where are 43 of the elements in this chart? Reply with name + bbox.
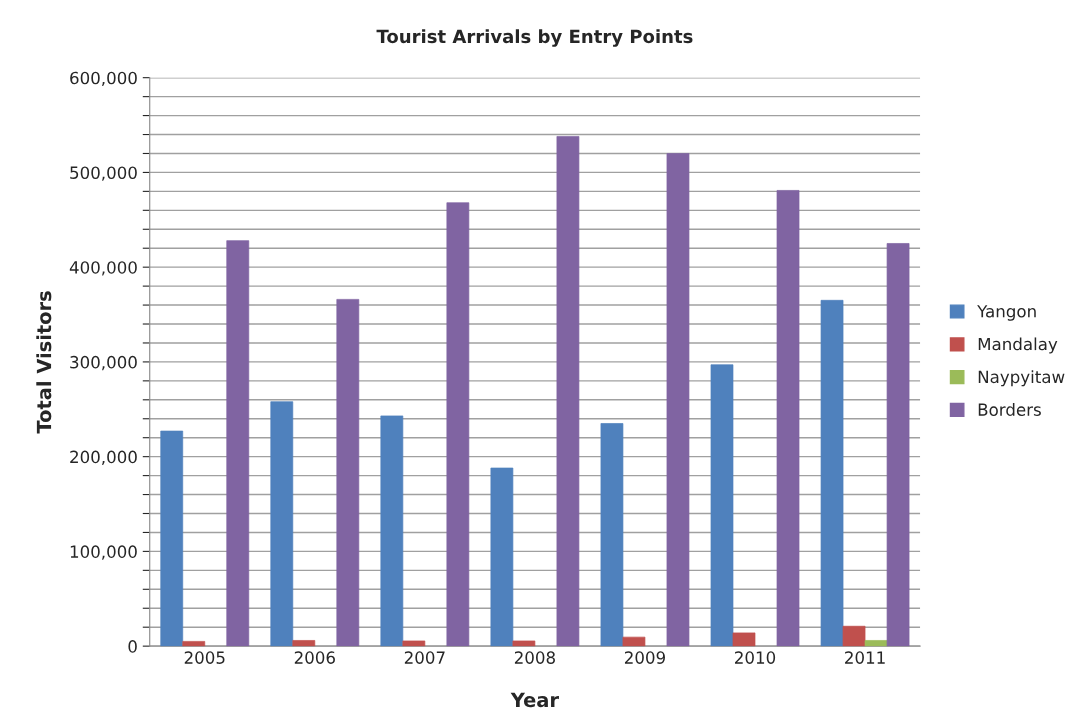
legend-label: Mandalay [978, 337, 1058, 354]
chart-title: Tourist Arrivals by Entry Points [376, 29, 693, 47]
bar [622, 636, 646, 647]
bar [820, 299, 844, 647]
bar [380, 415, 404, 647]
x-axis-title: Year [510, 692, 559, 708]
bar [402, 640, 426, 647]
bar [732, 632, 756, 647]
x-tick-label: 2011 [845, 651, 885, 664]
y-tick-label: 500,000 [70, 166, 137, 181]
bar [710, 364, 734, 647]
x-tick-label: 2008 [514, 651, 555, 664]
legend-label: Yangon [977, 305, 1036, 321]
bar [512, 640, 536, 647]
y-axis-title: Total Visitors [36, 291, 52, 434]
y-tick-label: 0 [128, 640, 137, 653]
bar [886, 243, 910, 647]
bar [336, 299, 360, 647]
y-tick-label: 100,000 [70, 545, 137, 560]
x-tick-label: 2005 [184, 651, 225, 664]
x-tick-label: 2009 [624, 651, 665, 664]
x-tick-label: 2006 [294, 651, 335, 664]
y-tick-label: 400,000 [69, 261, 137, 276]
bar [842, 625, 866, 647]
y-tick-label: 600,000 [70, 71, 137, 86]
bar [182, 641, 206, 647]
legend-label: Naypyitaw [978, 370, 1065, 387]
bar [160, 430, 184, 647]
x-tick-label: 2007 [404, 651, 445, 664]
bar [600, 423, 624, 647]
y-tick-label: 200,000 [70, 450, 137, 465]
bar [292, 640, 316, 647]
y-tick-label: 300,000 [70, 355, 137, 371]
bar [270, 401, 294, 647]
x-tick-label: 2010 [735, 651, 776, 664]
bar [446, 202, 470, 647]
bar [864, 640, 888, 647]
legend-label: Borders [978, 403, 1041, 416]
bar [776, 190, 800, 647]
bar [226, 240, 250, 647]
bar [666, 153, 690, 647]
bar [490, 467, 514, 647]
bar [556, 136, 580, 647]
